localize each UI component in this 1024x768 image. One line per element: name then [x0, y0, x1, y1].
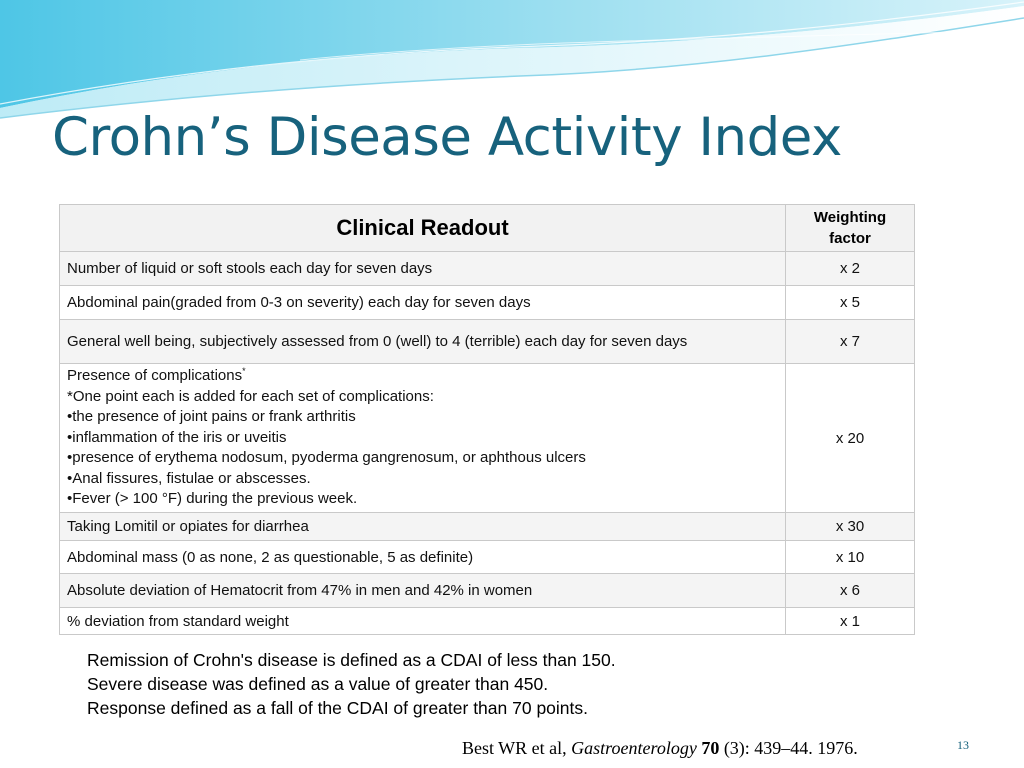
table-row: General well being, subjectively assesse…: [59, 319, 915, 364]
table-row: Abdominal mass (0 as none, 2 as question…: [59, 540, 915, 574]
table-row: Absolute deviation of Hematocrit from 47…: [59, 573, 915, 608]
weight-cell: x 30: [785, 512, 915, 541]
weight-cell: x 5: [785, 285, 915, 320]
weight-cell: x 20: [785, 363, 915, 513]
complications-line: •Fever (> 100 °F) during the previous we…: [67, 490, 358, 508]
weight-cell: x 2: [785, 251, 915, 286]
citation: Best WR et al, Gastroenterology 70 (3): …: [462, 738, 858, 759]
cdai-table: Clinical Readout Weighting factor Number…: [59, 204, 915, 635]
complications-line: *One point each is added for each set of…: [67, 387, 434, 405]
complications-heading: Presence of complications*: [67, 366, 778, 387]
readout-cell: Taking Lomitil or opiates for diarrhea: [59, 512, 786, 541]
citation-volume: 70: [701, 738, 720, 758]
weight-cell: x 7: [785, 319, 915, 364]
readout-cell: General well being, subjectively assesse…: [59, 319, 786, 364]
complications-line: •presence of erythema nodosum, pyoderma …: [67, 449, 586, 467]
complications-label: Presence of complications: [67, 367, 243, 385]
weight-cell: x 10: [785, 540, 915, 574]
weight-cell: x 1: [785, 607, 915, 635]
page-number: 13: [957, 738, 969, 752]
complications-line: •inflammation of the iris or uveitis: [67, 428, 287, 446]
table-row: Taking Lomitil or opiates for diarrhea x…: [59, 512, 915, 541]
complications-cell: Presence of complications* *One point ea…: [59, 363, 786, 513]
weight-cell: x 6: [785, 573, 915, 608]
complications-line: •the presence of joint pains or frank ar…: [67, 408, 356, 426]
citation-details: (3): 439–44. 1976.: [723, 738, 858, 758]
citation-journal: Gastroenterology: [571, 738, 697, 758]
note-severe: Severe disease was defined as a value of…: [87, 674, 549, 694]
table-row: Number of liquid or soft stools each day…: [59, 251, 915, 286]
table-header-row: Clinical Readout Weighting factor: [59, 204, 915, 252]
readout-cell: Abdominal pain(graded from 0-3 on severi…: [59, 285, 786, 320]
table-row-complications: Presence of complications* *One point ea…: [59, 363, 915, 513]
header-weighting-line1: Weighting: [813, 209, 887, 226]
readout-cell: Abdominal mass (0 as none, 2 as question…: [59, 540, 786, 574]
table-row: % deviation from standard weight x 1: [59, 607, 915, 635]
citation-authors: Best WR et al,: [462, 738, 567, 758]
header-wave-decoration: [0, 0, 1024, 119]
readout-cell: % deviation from standard weight: [59, 607, 786, 635]
note-response: Response defined as a fall of the CDAI o…: [87, 698, 589, 718]
header-weighting-factor: Weighting factor: [785, 204, 915, 252]
readout-cell: Number of liquid or soft stools each day…: [59, 251, 786, 286]
complications-line: •Anal fissures, fistulae or abscesses.: [67, 469, 311, 487]
cdai-notes: Remission of Crohn's disease is defined …: [87, 648, 616, 720]
header-weighting-line2: factor: [829, 230, 871, 247]
table-row: Abdominal pain(graded from 0-3 on severi…: [59, 285, 915, 320]
slide-title: Crohn’s Disease Activity Index: [52, 107, 842, 168]
header-clinical-readout: Clinical Readout: [59, 204, 786, 252]
readout-cell: Absolute deviation of Hematocrit from 47…: [59, 573, 786, 608]
note-remission: Remission of Crohn's disease is defined …: [87, 650, 616, 670]
footnote-marker: *: [242, 366, 246, 377]
